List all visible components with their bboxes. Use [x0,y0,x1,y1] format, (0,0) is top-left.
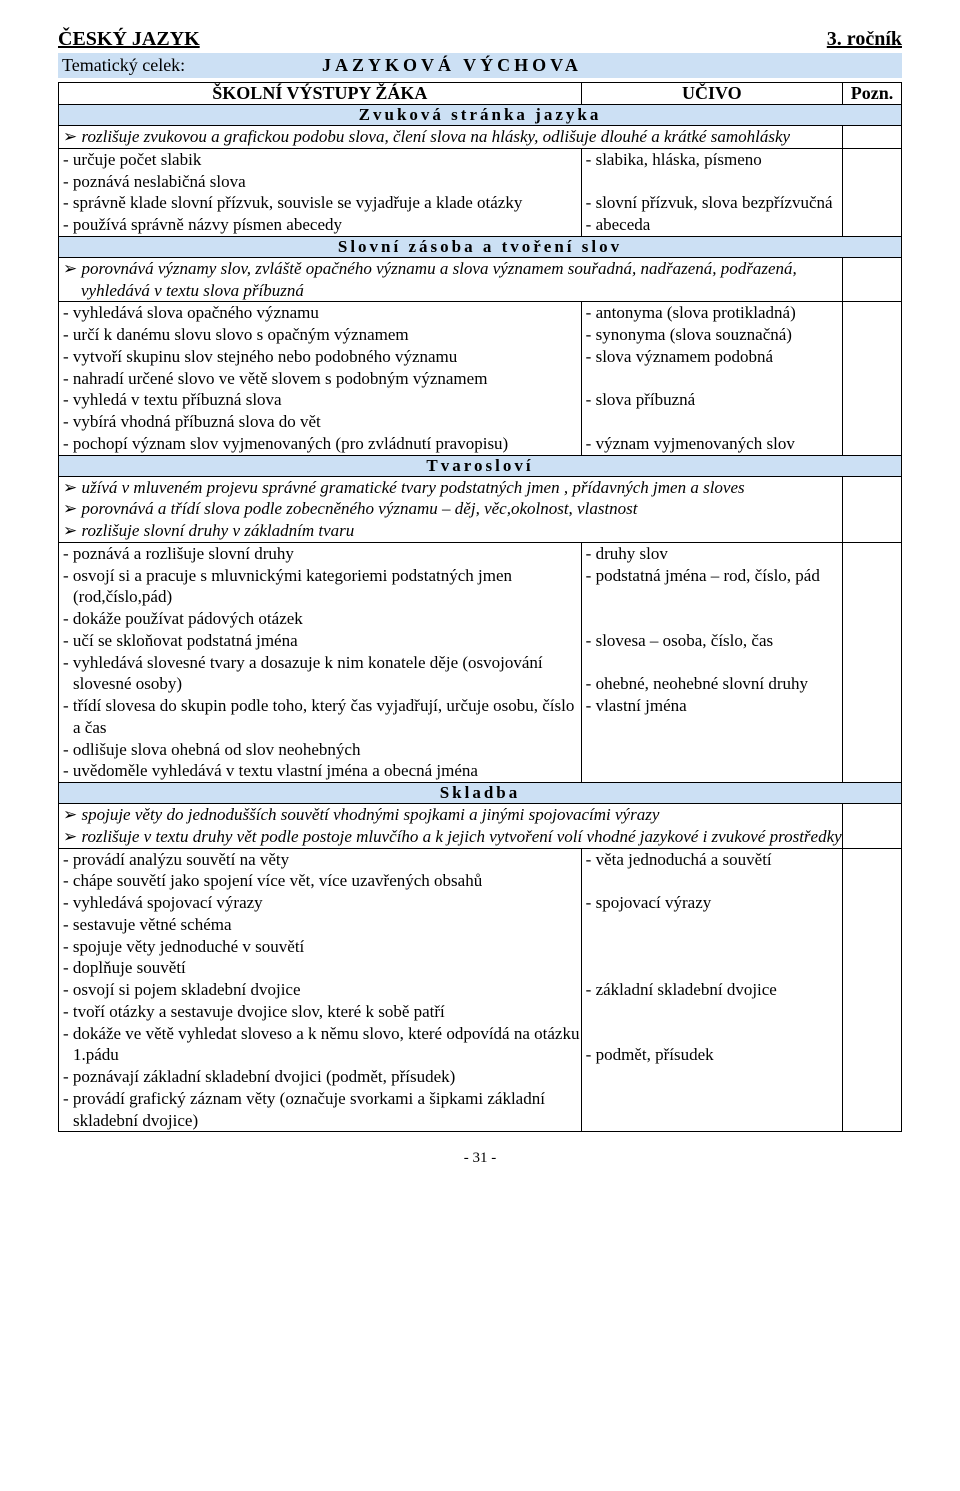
content-cell: věta jednoduchá a souvětíspojovací výraz… [581,848,842,1132]
content-cell: slabika, hláska, písmenoslovní přízvuk, … [581,148,842,236]
table-header: ŠKOLNÍ VÝSTUPY ŽÁKAUČIVOPozn. [59,83,902,105]
title-row: ČESKÝ JAZYK 3. ročník [58,28,902,51]
section-goals: rozlišuje zvukovou a grafickou podobu sl… [59,126,902,149]
content-cell: antonyma (slova protikladná)synonyma (sl… [581,302,842,455]
section-goals: spojuje věty do jednodušších souvětí vho… [59,804,902,849]
outcomes-cell: určuje počet slabikpoznává neslabičná sl… [59,148,582,236]
section-title: Skladba [59,783,902,804]
content-cell: druhy slovpodstatná jména – rod, číslo, … [581,542,842,782]
tema-row: Tematický celek: JAZYKOVÁ VÝCHOVA [58,53,902,78]
note-cell [842,848,901,1132]
curriculum-table: ŠKOLNÍ VÝSTUPY ŽÁKAUČIVOPozn.Zvuková str… [58,82,902,1132]
note-cell [842,542,901,782]
subject: ČESKÝ JAZYK [58,28,200,51]
note-cell [842,148,901,236]
outcomes-cell: poznává a rozlišuje slovní druhyosvojí s… [59,542,582,782]
table-row: poznává a rozlišuje slovní druhyosvojí s… [59,542,902,782]
section-title: Slovní zásoba a tvoření slov [59,236,902,257]
outcomes-cell: provádí analýzu souvětí na větychápe sou… [59,848,582,1132]
table-row: vyhledává slova opačného významuurčí k d… [59,302,902,455]
section-goals: užívá v mluveném projevu správné gramati… [59,476,902,542]
outcomes-cell: vyhledává slova opačného významuurčí k d… [59,302,582,455]
section-title: Zvuková stránka jazyka [59,105,902,126]
page-number: - 31 - [58,1150,902,1167]
table-row: určuje počet slabikpoznává neslabičná sl… [59,148,902,236]
note-cell [842,302,901,455]
grade: 3. ročník [827,28,902,51]
section-title: Tvarosloví [59,455,902,476]
table-row: provádí analýzu souvětí na větychápe sou… [59,848,902,1132]
section-goals: porovnává významy slov, zvláště opačného… [59,257,902,302]
tema-value: JAZYKOVÁ VÝCHOVA [322,55,582,76]
tema-label: Tematický celek: [62,55,322,76]
